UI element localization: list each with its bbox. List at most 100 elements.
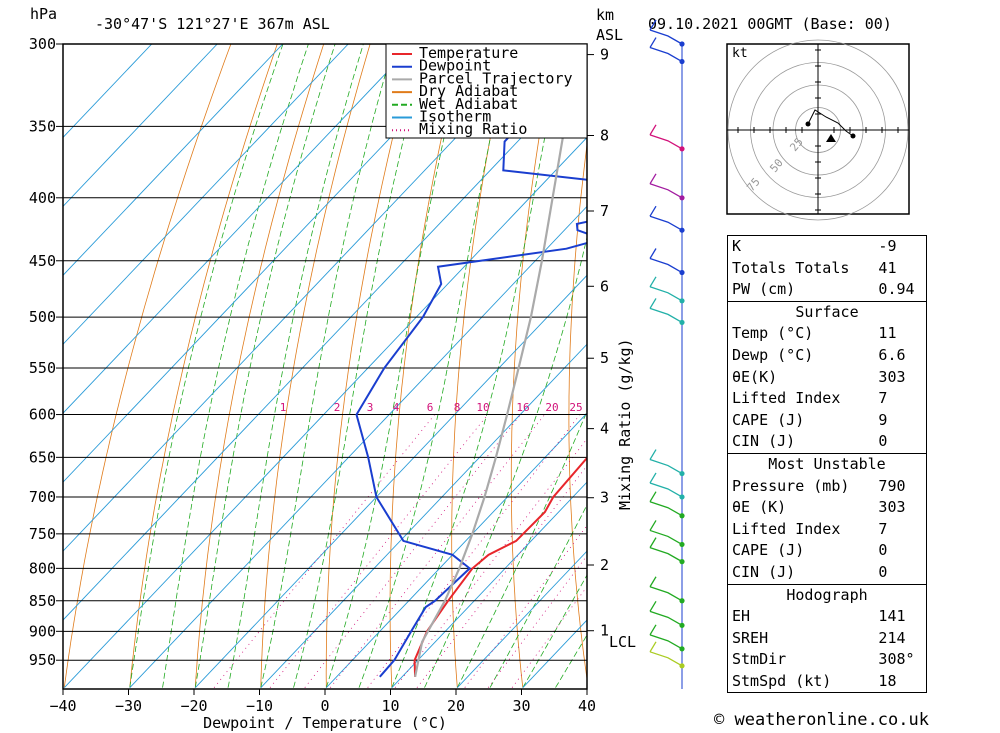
- tt-value: 41: [878, 258, 897, 277]
- wind-level-dot: [679, 513, 685, 519]
- isotherm: [260, 343, 587, 688]
- pressure-tick-label: 550: [29, 359, 56, 377]
- eh-value: 141: [878, 607, 906, 626]
- isotherm: [63, 44, 415, 414]
- legend-item-label: Mixing Ratio: [419, 120, 527, 138]
- datetime-title: 09.10.2021 00GMT (Base: 00): [648, 15, 892, 33]
- storm-motion-marker: [826, 134, 836, 142]
- km-unit-label: km: [596, 6, 614, 24]
- wind-level-dot: [679, 622, 685, 628]
- surface-theta-value: 303: [878, 367, 906, 386]
- credit-text: © weatheronline.co.uk: [714, 710, 929, 730]
- wind-barb: [649, 29, 683, 45]
- surface-dewp-label: Dewp (°C): [732, 345, 814, 364]
- pressure-tick-label: 900: [29, 622, 56, 640]
- wind-barb-feather: [649, 449, 657, 460]
- isotherm: [391, 481, 587, 688]
- wind-barb-feather: [649, 537, 657, 548]
- legend-item-label: Parcel Trajectory: [419, 69, 573, 87]
- stmdir-label: StmDir: [732, 650, 787, 669]
- hodograph-title: Hodograph: [727, 583, 927, 607]
- stmspd-value: 18: [878, 671, 897, 690]
- km-tick-label: 5: [600, 349, 609, 367]
- km-tick-label: 4: [600, 420, 609, 438]
- legend-item-label: Temperature: [419, 44, 518, 62]
- km-tick-label: 1: [600, 622, 609, 640]
- dry-adiabat: [927, 44, 1000, 688]
- mixing-ratio-value: 3: [367, 401, 374, 414]
- isotherm: [63, 44, 153, 139]
- isotherm: [456, 550, 587, 688]
- wind-barb-feather: [649, 298, 657, 309]
- isotherm: [63, 44, 284, 276]
- mu-cape-value: 0: [878, 541, 888, 560]
- mixing-ratio-value: 1: [280, 401, 287, 414]
- mixing-ratio-value: 16: [516, 401, 529, 414]
- x-tick-label: 30: [512, 697, 530, 715]
- isotherm: [63, 44, 480, 483]
- wind-barb: [649, 183, 683, 199]
- mixing-ratio-line: [329, 414, 546, 688]
- mu-li-label: Lifted Index: [732, 519, 841, 538]
- pressure-tick-label: 650: [29, 448, 56, 466]
- x-tick-label: −10: [246, 697, 273, 715]
- isotherm: [325, 412, 587, 688]
- x-tick-label: −20: [180, 697, 207, 715]
- wind-barb: [649, 215, 683, 231]
- surface-cin-label: CIN (J): [732, 432, 796, 451]
- km-tick-label: 6: [600, 277, 609, 295]
- km-tick-label: 3: [600, 489, 609, 507]
- pressure-tick-label: 850: [29, 592, 56, 610]
- k-label: K: [727, 234, 875, 258]
- stmdir-value: 308°: [878, 650, 915, 669]
- sreh-label: SREH: [732, 628, 769, 647]
- pressure-tick-label: 500: [29, 308, 56, 326]
- pressure-tick-label: 300: [29, 35, 56, 53]
- wet-adiabat: [522, 574, 587, 688]
- wind-barb: [649, 586, 683, 602]
- stmspd-label: StmSpd (kt): [732, 671, 832, 690]
- mixing-ratio-value: 25: [569, 401, 582, 414]
- isotherm: [129, 205, 587, 688]
- dry-adiabat: [679, 44, 719, 688]
- mu-theta-value: 303: [878, 498, 906, 517]
- wind-barb-feather: [649, 472, 657, 484]
- mixing-ratio-value: 20: [545, 401, 558, 414]
- mixing-ratio-value: 4: [393, 401, 400, 414]
- dry-adiabat: [568, 141, 587, 682]
- mixing-ratio-line: [269, 414, 489, 688]
- wind-barb: [649, 458, 683, 475]
- isotherm: [63, 136, 587, 688]
- lcl-label: LCL: [609, 633, 636, 651]
- mu-theta-label: θE (K): [732, 498, 787, 517]
- legend-item-label: Wet Adiabat: [419, 95, 518, 113]
- plot-background-lines: 1 2 3 4 6 8 10 16 20 25: [63, 44, 1000, 688]
- mu-cape-label: CAPE (J): [732, 541, 805, 560]
- pressure-tick-label: 400: [29, 189, 56, 207]
- wind-barb-column: [649, 19, 685, 689]
- pressure-tick-label: 350: [29, 117, 56, 135]
- wind-barb: [649, 651, 683, 667]
- legend-item-label: Isotherm: [419, 108, 491, 126]
- isotherm: [63, 44, 546, 552]
- x-tick-label: 40: [578, 697, 596, 715]
- wind-barb-feather: [649, 520, 657, 531]
- wet-adiabat: [489, 504, 587, 688]
- hodograph-start: [805, 121, 811, 127]
- wind-barb: [649, 46, 683, 63]
- wind-barb: [649, 547, 683, 563]
- wind-barb-feather: [649, 37, 657, 48]
- hodograph-trace: [807, 109, 854, 137]
- mixing-ratio-value: 2: [334, 401, 341, 414]
- eh-label: EH: [732, 607, 751, 626]
- surface-temp-value: 11: [878, 324, 897, 343]
- series-dewpoint: [355, 60, 587, 678]
- pressure-tick-label: 800: [29, 559, 56, 577]
- surface-theta-label: θE(K): [732, 367, 778, 386]
- x-axis-title: Dewpoint / Temperature (°C): [203, 714, 447, 732]
- isotherm: [194, 274, 587, 688]
- pressure-tick-label: 600: [29, 406, 56, 424]
- surface-cape-value: 9: [878, 410, 888, 429]
